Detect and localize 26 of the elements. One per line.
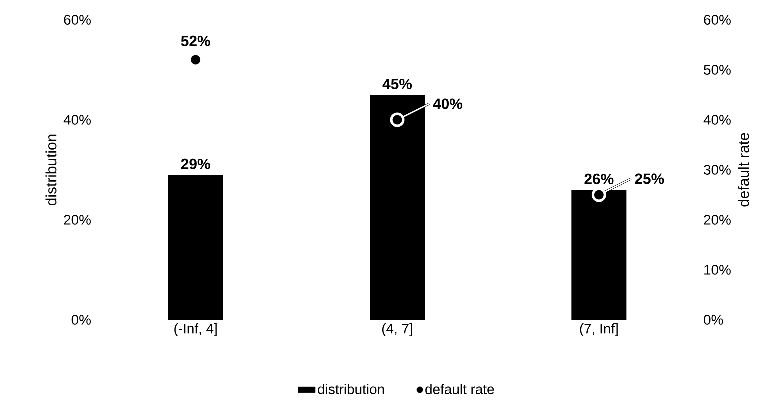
- legend-label: distribution: [318, 384, 384, 394]
- data-label: 26%: [584, 174, 614, 184]
- y-tick-label: 0%: [72, 315, 91, 325]
- data-label: 45%: [382, 78, 412, 90]
- y2-axis-title: default rate: [738, 133, 750, 207]
- x-tick-label: (-Inf, 4]: [174, 324, 217, 337]
- y2-tick-label: 40%: [704, 115, 731, 125]
- point: [390, 112, 405, 128]
- y2-tick-label: 10%: [704, 265, 731, 275]
- y2-tick-label: 30%: [704, 165, 731, 175]
- y-axis-title: distribution: [46, 134, 57, 206]
- y2-tick-label: 0%: [704, 315, 724, 325]
- y-tick-label: 60%: [64, 15, 91, 25]
- bar: [168, 175, 224, 320]
- data-label: 52%: [181, 36, 210, 46]
- y2-tick-label: 50%: [704, 65, 731, 75]
- data-label: 40%: [433, 98, 463, 110]
- y-tick-label: 20%: [64, 215, 91, 225]
- x-tick-label: (7, Inf]: [580, 324, 618, 337]
- legend-label: default rate: [426, 384, 494, 394]
- data-label: 29%: [181, 158, 210, 170]
- y2-tick-label: 20%: [704, 215, 731, 225]
- y-tick-label: 40%: [64, 115, 91, 125]
- y2-tick-label: 60%: [704, 15, 731, 25]
- data-label: 25%: [635, 174, 664, 184]
- x-tick-label: (4, 7]: [382, 324, 412, 337]
